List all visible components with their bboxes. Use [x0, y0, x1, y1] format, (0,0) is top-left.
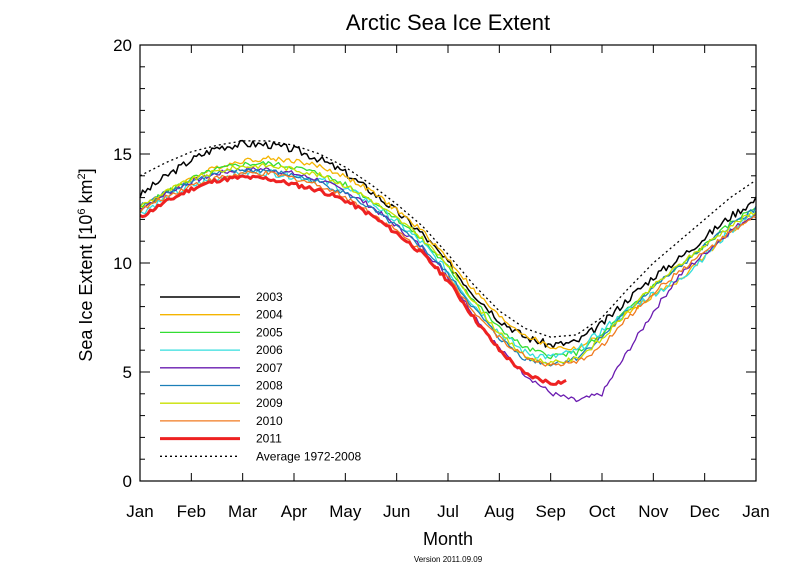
- x-tick-label: Oct: [589, 502, 616, 521]
- series-line-2003: [139, 139, 757, 349]
- x-tick-label: Apr: [281, 502, 308, 521]
- version-footer: Version 2011.09.09: [414, 555, 483, 564]
- y-tick-label: 0: [123, 472, 132, 491]
- series-line-2006: [139, 168, 757, 360]
- x-tick-label: Mar: [228, 502, 258, 521]
- ticks-layer: Jan Feb Mar Apr May Jun Jul Aug Sep Oct Nov Dec Jan 0…: [113, 36, 770, 521]
- legend-label: 2007: [256, 361, 283, 375]
- x-tick-label: Jan: [742, 502, 769, 521]
- y-tick-label: 10: [113, 254, 132, 273]
- svg-text:Sea Ice Extent [106 km2]: Sea Ice Extent [106 km2]: [76, 168, 96, 361]
- y-axis-label-exp1: 6: [76, 208, 88, 214]
- x-tick-label: Jan: [126, 502, 153, 521]
- x-tick-label: Jun: [383, 502, 410, 521]
- legend: 2003 2004 2005 2006 2007 2008 2009 2010 2011 Aver…: [160, 290, 362, 463]
- chart-title: Arctic Sea Ice Extent: [346, 10, 550, 35]
- legend-label: 2008: [256, 379, 283, 393]
- series-line-2009: [139, 162, 757, 366]
- legend-label: 2010: [256, 414, 283, 428]
- x-tick-label: Dec: [690, 502, 721, 521]
- y-axis-label-close: ]: [76, 168, 96, 173]
- y-tick-label: 5: [123, 363, 132, 382]
- y-tick-label: 15: [113, 145, 132, 164]
- x-tick-label: May: [329, 502, 362, 521]
- y-axis-label: Sea Ice Extent [106 km2]: [76, 168, 96, 361]
- plot-frame: [139, 44, 757, 482]
- y-tick-label: 20: [113, 36, 132, 55]
- x-tick-label: Jul: [437, 502, 459, 521]
- series-line-2007: [139, 166, 757, 403]
- x-tick-label: Sep: [536, 502, 566, 521]
- x-tick-label: Nov: [638, 502, 669, 521]
- x-axis-label: Month: [423, 529, 473, 549]
- legend-label: 2003: [256, 290, 283, 304]
- legend-label: 2009: [256, 396, 283, 410]
- legend-label: 2005: [256, 325, 283, 339]
- legend-label: 2011: [256, 432, 282, 446]
- series-layer: [139, 139, 757, 403]
- y-axis-label-unit: km: [76, 179, 96, 208]
- y-axis-label-exp2: 2: [76, 173, 88, 179]
- x-tick-label: Aug: [484, 502, 514, 521]
- series-line-2010: [139, 170, 757, 367]
- legend-label: 2006: [256, 343, 283, 357]
- y-axis-label-main: Sea Ice Extent [10: [76, 215, 96, 362]
- series-line-2011: [139, 174, 567, 386]
- legend-label: Average 1972-2008: [256, 449, 362, 463]
- series-line-2004: [139, 155, 757, 351]
- legend-label: 2004: [256, 308, 283, 322]
- x-tick-label: Feb: [177, 502, 206, 521]
